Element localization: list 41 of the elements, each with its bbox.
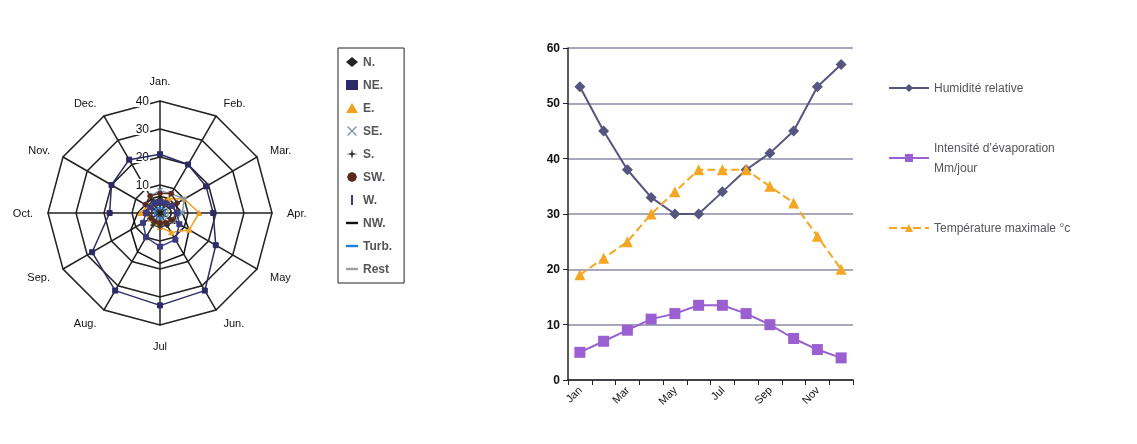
spoke-label: Mar. bbox=[269, 143, 292, 156]
x-tick-label: May bbox=[655, 383, 680, 407]
x-tick-label: Jul bbox=[708, 383, 727, 403]
legend-label: Rest bbox=[363, 262, 390, 276]
y-tick-label: 10 bbox=[546, 317, 561, 332]
legend-label: E. bbox=[363, 101, 375, 115]
x-tick-label: Mar bbox=[609, 383, 632, 406]
legend-label: SW. bbox=[363, 170, 386, 184]
spoke-label: Jun. bbox=[223, 316, 245, 329]
legend-label: S. bbox=[363, 147, 375, 161]
spoke-label: Sep. bbox=[27, 270, 51, 283]
y-tick-label: 0 bbox=[553, 373, 561, 387]
spoke-label: Jan. bbox=[149, 74, 171, 87]
legend-label: Humidité relative bbox=[934, 81, 1024, 95]
legend-label: Température maximale °c bbox=[934, 221, 1071, 235]
spoke-label: Dec. bbox=[73, 97, 97, 110]
y-tick-label: 50 bbox=[546, 96, 561, 111]
x-tick-label: Jan bbox=[563, 383, 585, 405]
y-tick-label: 40 bbox=[135, 94, 150, 108]
spoke-label: Aug. bbox=[73, 316, 97, 329]
legend-label: Turb. bbox=[363, 239, 393, 253]
y-tick-label: 40 bbox=[546, 151, 561, 166]
legend-label: NW. bbox=[363, 216, 386, 230]
legend-label: W. bbox=[363, 193, 377, 207]
spoke-label: Jul bbox=[152, 339, 168, 352]
spoke-label: Oct. bbox=[12, 207, 33, 219]
spoke-label: May bbox=[269, 270, 292, 283]
y-tick-label: 30 bbox=[135, 122, 150, 136]
x-tick-label: Sep bbox=[751, 383, 775, 407]
legend-label: Intensité d’évaporation Mm/jour bbox=[934, 141, 1055, 175]
x-tick-label: Nov bbox=[799, 383, 822, 407]
legend-label: NE. bbox=[363, 78, 384, 92]
spoke-label: Feb. bbox=[223, 97, 246, 110]
y-tick-label: 10 bbox=[135, 178, 150, 192]
y-tick-label: 30 bbox=[546, 207, 561, 221]
legend-label: N. bbox=[363, 55, 375, 69]
y-tick-label: 20 bbox=[546, 262, 561, 277]
legend-label: SE. bbox=[363, 124, 383, 138]
spoke-label: Nov. bbox=[28, 143, 51, 156]
y-tick-label: 60 bbox=[546, 41, 561, 55]
spoke-label: Apr. bbox=[287, 207, 307, 219]
